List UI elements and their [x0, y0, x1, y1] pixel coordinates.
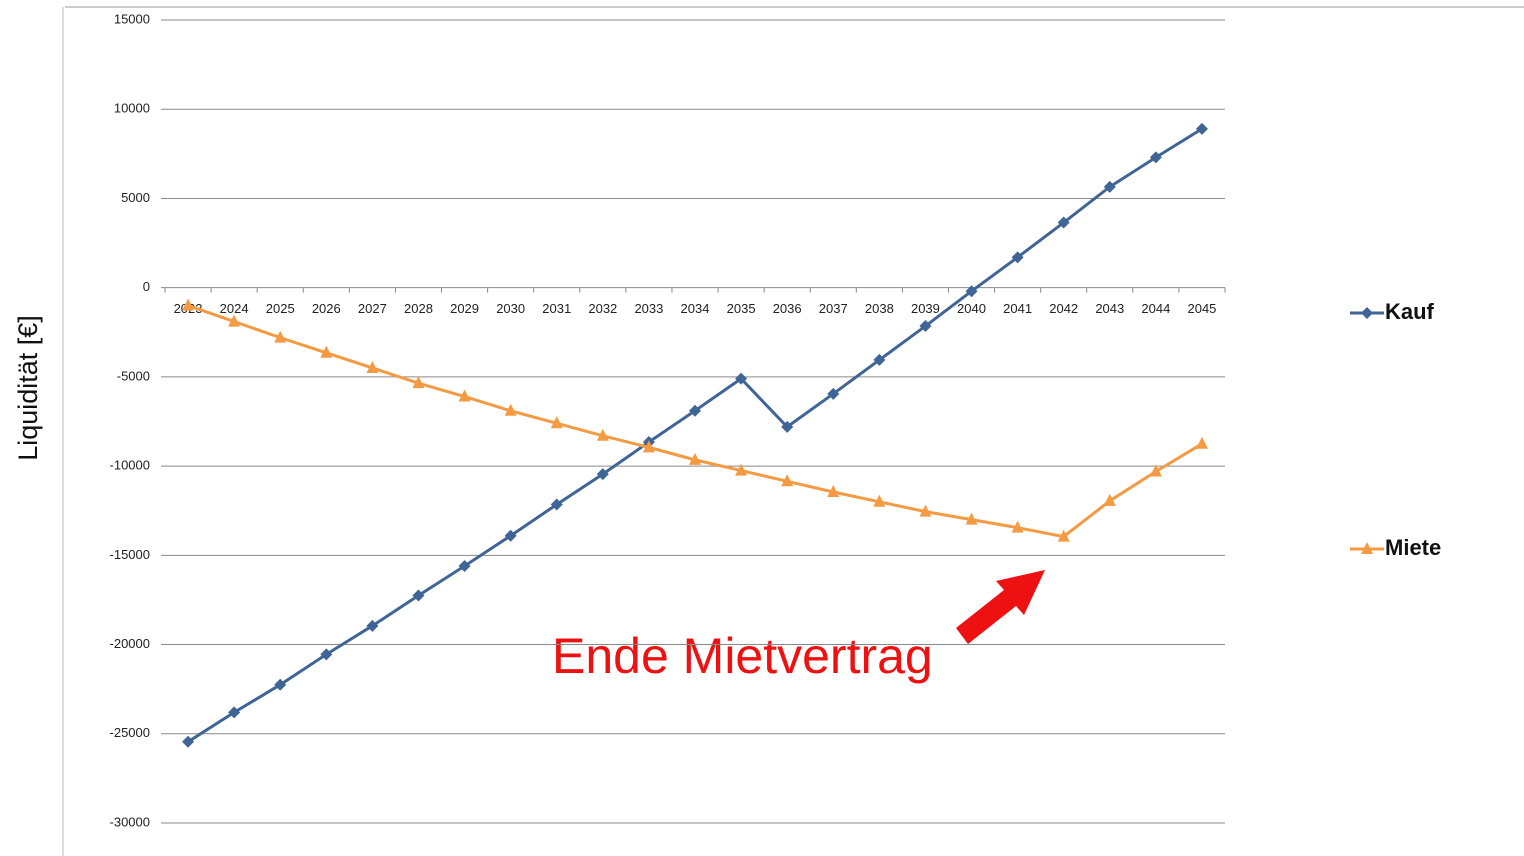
x-tick-label: 2039 — [911, 301, 940, 316]
point — [320, 345, 333, 358]
x-tick-label: 2025 — [266, 301, 295, 316]
x-tick-label: 2042 — [1049, 301, 1078, 316]
x-tick-label: 2037 — [819, 301, 848, 316]
x-tick-label: 2026 — [312, 301, 341, 316]
x-tick-label: 2031 — [542, 301, 571, 316]
point — [1057, 216, 1070, 229]
legend-marker — [1361, 307, 1373, 319]
point — [274, 330, 287, 343]
point — [412, 376, 425, 389]
x-tick-label: 2033 — [634, 301, 663, 316]
point — [1011, 520, 1024, 533]
x-tick-label: 2024 — [220, 301, 249, 316]
x-tick-label: 2028 — [404, 301, 433, 316]
x-tick-label: 2027 — [358, 301, 387, 316]
point — [1103, 180, 1116, 193]
x-tick-label: 2036 — [773, 301, 802, 316]
x-tick-label: 2035 — [727, 301, 756, 316]
point — [735, 463, 748, 476]
x-tick-label: 2041 — [1003, 301, 1032, 316]
point — [873, 494, 886, 507]
point — [550, 416, 563, 429]
y-tick-label: 5000 — [121, 190, 150, 205]
x-tick-label: 2044 — [1141, 301, 1170, 316]
legend-label: Miete — [1385, 535, 1441, 560]
y-tick-label: -5000 — [117, 368, 150, 383]
x-tick-label: 2029 — [450, 301, 479, 316]
point — [412, 589, 425, 602]
point — [182, 735, 195, 748]
point — [642, 440, 655, 453]
point — [228, 706, 241, 719]
x-tick-label: 2043 — [1095, 301, 1124, 316]
point — [873, 353, 886, 366]
point — [781, 420, 794, 433]
x-tick-label: 2038 — [865, 301, 894, 316]
point — [1149, 151, 1162, 164]
point — [228, 314, 241, 327]
point — [596, 468, 609, 481]
point — [458, 389, 471, 402]
series-line — [187, 304, 1203, 539]
point — [735, 372, 748, 385]
point — [689, 452, 701, 465]
y-tick-label: -15000 — [110, 547, 150, 562]
y-tick-label: 15000 — [114, 11, 150, 26]
point — [965, 285, 978, 298]
point — [1195, 436, 1208, 449]
point — [274, 678, 287, 691]
y-axis-label: Liquidität [€] — [13, 315, 43, 461]
y-tick-label: -10000 — [110, 458, 150, 473]
point — [366, 360, 379, 373]
point — [504, 403, 517, 416]
x-tick-label: 2034 — [681, 301, 710, 316]
point — [827, 387, 840, 400]
point — [1195, 122, 1208, 135]
y-tick-label: 0 — [143, 279, 150, 294]
x-tick-label: 2030 — [496, 301, 525, 316]
point — [320, 648, 333, 661]
legend-marker — [1361, 542, 1373, 554]
x-tick-label: 2045 — [1187, 301, 1216, 316]
y-tick-label: -25000 — [110, 725, 150, 740]
point — [458, 560, 471, 573]
y-tick-label: 10000 — [114, 101, 150, 116]
point — [596, 428, 609, 441]
annotation-arrow — [956, 570, 1045, 644]
point — [1149, 464, 1162, 477]
y-tick-label: -20000 — [110, 636, 150, 651]
point — [1011, 251, 1024, 264]
point — [919, 320, 932, 333]
x-tick-label: 2040 — [957, 301, 986, 316]
legend-label: Kauf — [1385, 299, 1435, 324]
point — [689, 404, 701, 417]
point — [550, 498, 563, 511]
point — [781, 474, 794, 487]
point — [1103, 493, 1116, 506]
point — [366, 619, 379, 632]
point — [827, 484, 840, 497]
point — [919, 504, 932, 517]
x-tick-label: 2032 — [588, 301, 617, 316]
y-tick-label: -30000 — [110, 814, 150, 829]
point — [182, 298, 195, 311]
point — [1057, 529, 1070, 542]
annotation: Ende Mietvertrag — [552, 628, 933, 684]
point — [965, 512, 978, 525]
point — [504, 529, 517, 542]
